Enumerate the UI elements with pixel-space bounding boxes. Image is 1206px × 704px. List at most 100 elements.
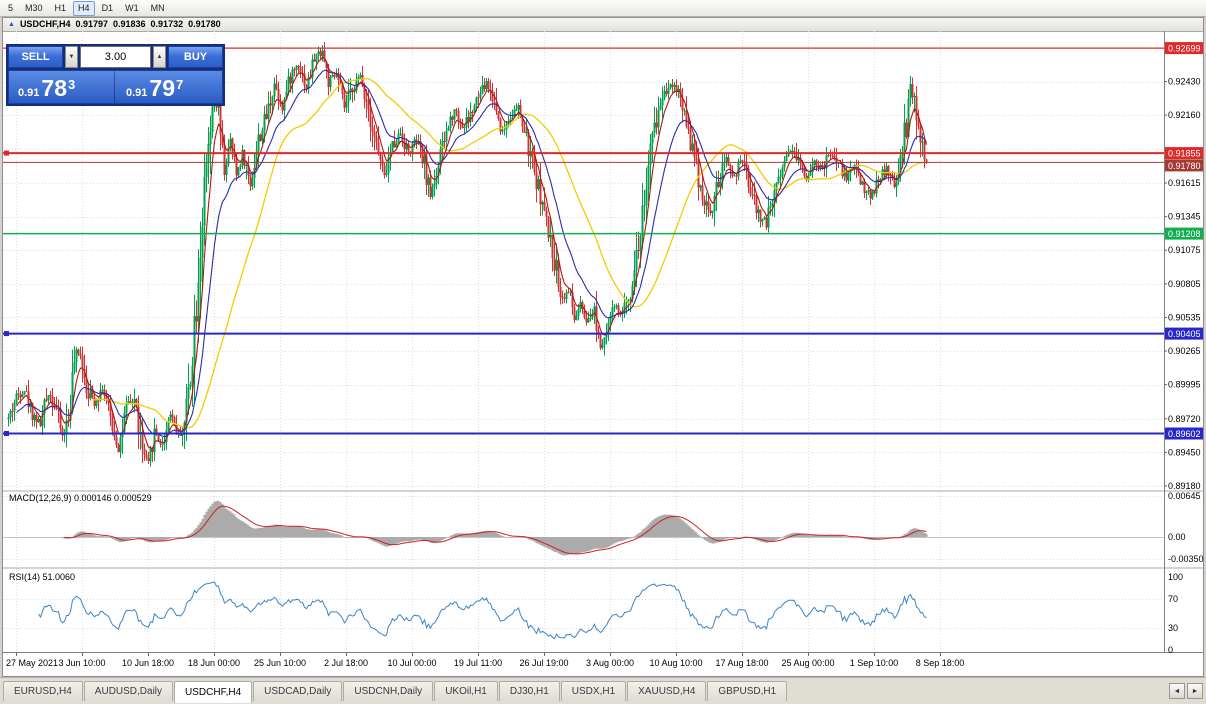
chart-tabs: EURUSD,H4 AUDUSD,Daily USDCHF,H4 USDCAD,Dai… [3,681,788,703]
chart-titlebar[interactable]: ▲ USDCHF,H4 0.91797 0.91836 0.91732 0.91… [3,18,1203,32]
lot-size-input[interactable]: 3.00 [80,46,151,68]
chart-tab-xauusd[interactable]: XAUUSD,H4 [627,681,707,701]
sell-price-big: 78 [41,75,68,101]
svg-text:0.89720: 0.89720 [1168,414,1201,424]
moving-averages [16,56,928,450]
one-click-trading-panel: SELL ▼ 3.00 ▲ BUY 0.91 78 3 0.91 79 7 [6,44,225,106]
trade-controls-row: SELL ▼ 3.00 ▲ BUY [8,46,223,68]
svg-text:19 Jul 11:00: 19 Jul 11:00 [454,658,502,668]
svg-text:17 Aug 18:00: 17 Aug 18:00 [715,658,768,668]
svg-text:0.00: 0.00 [1168,532,1186,542]
svg-text:0.89180: 0.89180 [1168,481,1201,491]
buy-price-prefix: 0.91 [126,87,148,99]
chart-tab-usdcad[interactable]: USDCAD,Daily [253,681,343,701]
lot-decrease-button[interactable]: ▼ [65,46,78,68]
svg-text:0.91855: 0.91855 [1168,149,1201,159]
svg-text:MACD(12,26,9) 0.000146 0.00052: MACD(12,26,9) 0.000146 0.000529 [9,493,152,503]
svg-text:30: 30 [1168,623,1178,633]
svg-text:25 Aug 00:00: 25 Aug 00:00 [781,658,834,668]
sell-button[interactable]: SELL [8,46,63,68]
buy-price-display[interactable]: 0.91 79 7 [114,71,222,103]
chart-tab-usdchf[interactable]: USDCHF,H4 [174,681,253,703]
svg-text:3 Aug 00:00: 3 Aug 00:00 [586,658,634,668]
chart-tabbar: EURUSD,H4 AUDUSD,Daily USDCHF,H4 USDCAD,Dai… [0,677,1206,704]
rsi-label: RSI(14) 51.0060 [9,572,75,582]
chart-tab-dj30[interactable]: DJ30,H1 [498,681,560,701]
timeframe-toolbar: 5 M30 H1 H4 D1 W1 MN [0,0,1206,17]
chart-tab-gbpusd[interactable]: GBPUSD,H1 [707,681,788,701]
svg-text:70: 70 [1168,594,1178,604]
svg-text:0.91075: 0.91075 [1168,245,1201,255]
svg-text:10 Aug 10:00: 10 Aug 10:00 [649,658,702,668]
svg-text:RSI(14) 51.0060: RSI(14) 51.0060 [9,572,75,582]
arrow-down-icon: ▼ [68,54,75,60]
sell-price-display[interactable]: 0.91 78 3 [9,71,114,103]
timeframe-button-5[interactable]: 5 [8,3,14,13]
horizontal-lines[interactable] [3,47,1164,436]
timeframe-button-h1[interactable]: H1 [54,3,67,13]
chart-title-symbol: USDCHF,H4 [19,19,71,29]
svg-text:0.91345: 0.91345 [1168,212,1201,222]
svg-text:0.90405: 0.90405 [1168,329,1201,339]
chart-low-value: 0.91732 [150,19,184,29]
arrow-up-icon: ▲ [156,54,163,60]
buy-price-sup: 7 [176,77,184,92]
svg-text:0.89602: 0.89602 [1168,429,1201,439]
svg-text:0.89450: 0.89450 [1168,447,1201,457]
svg-text:0.91615: 0.91615 [1168,178,1201,188]
svg-text:26 Jul 19:00: 26 Jul 19:00 [519,658,568,668]
chart-tab-eurusd[interactable]: EURUSD,H4 [3,681,83,701]
svg-text:0.91780: 0.91780 [1168,161,1201,171]
tab-scroll-right-button[interactable]: ► [1187,683,1203,699]
svg-text:0: 0 [1168,645,1173,655]
rsi-panel [38,581,927,640]
svg-text:10 Jul 00:00: 10 Jul 00:00 [387,658,436,668]
svg-text:0.90805: 0.90805 [1168,279,1201,289]
timeframe-button-w1[interactable]: W1 [125,3,139,13]
sell-price-prefix: 0.91 [18,87,40,99]
timeframe-button-h4[interactable]: H4 [73,0,95,16]
panel-separators[interactable] [3,31,1203,653]
chart-tab-ukoil[interactable]: UKOil,H1 [434,681,498,701]
timeframe-button-d1[interactable]: D1 [101,3,114,13]
svg-text:100: 100 [1168,572,1183,582]
svg-text:2 Jul 18:00: 2 Jul 18:00 [324,658,368,668]
svg-text:25 Jun 10:00: 25 Jun 10:00 [254,658,306,668]
chart-grid [3,31,1164,652]
lot-increase-button[interactable]: ▲ [153,46,166,68]
svg-text:0.89995: 0.89995 [1168,380,1201,390]
chart-tab-usdcnh[interactable]: USDCNH,Daily [343,681,434,701]
trade-quotes-row: 0.91 78 3 0.91 79 7 [8,70,223,104]
svg-text:10 Jun 18:00: 10 Jun 18:00 [122,658,174,668]
buy-price-big: 79 [149,75,176,101]
svg-text:3 Jun 10:00: 3 Jun 10:00 [58,658,105,668]
tab-scroll-controls: ◄ ► [1169,681,1203,699]
svg-text:0.91208: 0.91208 [1168,229,1201,239]
macd-panel [59,500,928,556]
buy-button[interactable]: BUY [168,46,223,68]
svg-text:8 Sep 18:00: 8 Sep 18:00 [916,658,965,668]
timeframe-button-mn[interactable]: MN [150,3,165,13]
svg-text:1 Sep 10:00: 1 Sep 10:00 [850,658,899,668]
chart-window-icon: ▲ [8,21,15,28]
chart-tab-audusd[interactable]: AUDUSD,Daily [83,681,174,701]
chart-close-value: 0.91780 [188,19,221,29]
svg-text:0.92430: 0.92430 [1168,77,1201,87]
sell-price-sup: 3 [68,77,76,92]
price-axis[interactable]: 0.92430 0.92160 0.91615 0.91345 0.91075 0.908… [1164,42,1204,655]
macd-label: MACD(12,26,9) 0.000146 0.000529 [9,493,152,503]
chart-open-value: 0.91797 [75,19,108,29]
svg-text:18 Jun 00:00: 18 Jun 00:00 [188,658,240,668]
arrow-right-icon: ► [1191,687,1199,695]
svg-text:0.00645: 0.00645 [1168,491,1201,501]
svg-text:-0.00350: -0.00350 [1168,554,1204,564]
time-axis[interactable]: 27 May 2021 3 Jun 10:00 10 Jun 18:00 18 Jun… [6,652,965,669]
timeframe-button-m30[interactable]: M30 [25,3,43,13]
svg-text:0.92699: 0.92699 [1168,44,1201,54]
svg-text:0.90535: 0.90535 [1168,312,1201,322]
svg-text:0.92160: 0.92160 [1168,110,1201,120]
tab-scroll-left-button[interactable]: ◄ [1169,683,1185,699]
chart-tab-usdx[interactable]: USDX,H1 [560,681,627,701]
